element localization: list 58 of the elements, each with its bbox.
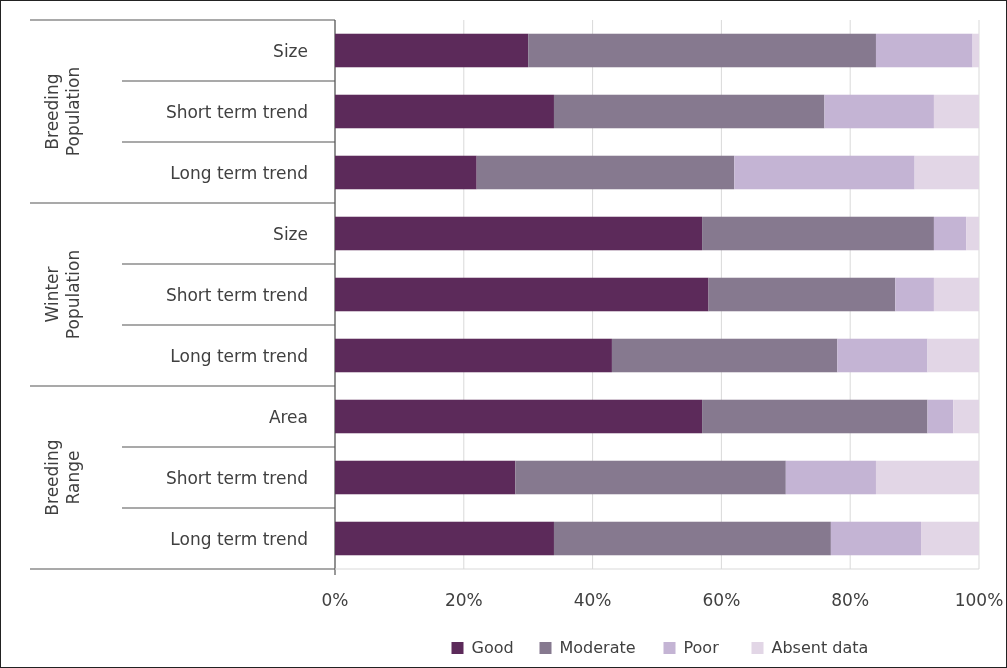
- bar: [927, 338, 979, 373]
- bar: [830, 521, 922, 556]
- x-tick-label: 40%: [573, 590, 612, 610]
- bar: [335, 277, 709, 312]
- bar: [933, 216, 967, 251]
- bar: [972, 33, 979, 68]
- legend-label: Poor: [683, 638, 720, 657]
- y-tick-label: Long term trend: [170, 162, 308, 183]
- bar: [933, 277, 979, 312]
- bar: [335, 94, 554, 129]
- bar: [734, 155, 915, 190]
- legend-label: Absent data: [771, 638, 869, 657]
- y-tick-label: Long term trend: [170, 345, 308, 366]
- bar: [553, 94, 825, 129]
- bar: [335, 338, 612, 373]
- bar: [476, 155, 735, 190]
- y-tick-label: Size: [273, 40, 308, 61]
- bar: [875, 33, 973, 68]
- bar: [702, 216, 934, 251]
- y-tick-label: Size: [273, 223, 308, 244]
- bar: [335, 33, 529, 68]
- bar: [914, 155, 979, 190]
- bar: [933, 94, 979, 129]
- bar: [875, 460, 979, 495]
- y-tick-label: Short term trend: [165, 101, 308, 122]
- bar: [702, 399, 928, 434]
- bar: [335, 216, 703, 251]
- y-tick-label: Area: [268, 406, 308, 427]
- x-tick-label: 0%: [321, 590, 349, 610]
- legend-label: Moderate: [559, 638, 636, 657]
- bar: [335, 460, 516, 495]
- x-tick-label: 80%: [831, 590, 870, 610]
- text: Breeding Population: [42, 66, 83, 157]
- bar: [921, 521, 979, 556]
- bar: [335, 521, 554, 556]
- x-tick-label: 20%: [444, 590, 483, 610]
- bar: [824, 94, 934, 129]
- bar: [837, 338, 928, 373]
- bar: [785, 460, 876, 495]
- bar: [528, 33, 876, 68]
- bar: [966, 216, 979, 251]
- y-tick-label: Long term trend: [170, 528, 308, 549]
- text: Breeding Range: [42, 439, 83, 516]
- bar: [927, 399, 954, 434]
- bar: [515, 460, 786, 495]
- bar: [335, 399, 703, 434]
- bar: [708, 277, 896, 312]
- bar: [335, 155, 477, 190]
- bar: [895, 277, 934, 312]
- bar: [953, 399, 979, 434]
- x-tick-label: 100%: [954, 590, 1004, 610]
- legend-label: Good: [471, 638, 514, 657]
- x-tick-label: 60%: [702, 590, 741, 610]
- y-tick-label: Short term trend: [165, 284, 308, 305]
- y-tick-label: Short term trend: [165, 467, 308, 488]
- text: Winter Population: [42, 249, 83, 340]
- bar: [611, 338, 838, 373]
- bar: [553, 521, 831, 556]
